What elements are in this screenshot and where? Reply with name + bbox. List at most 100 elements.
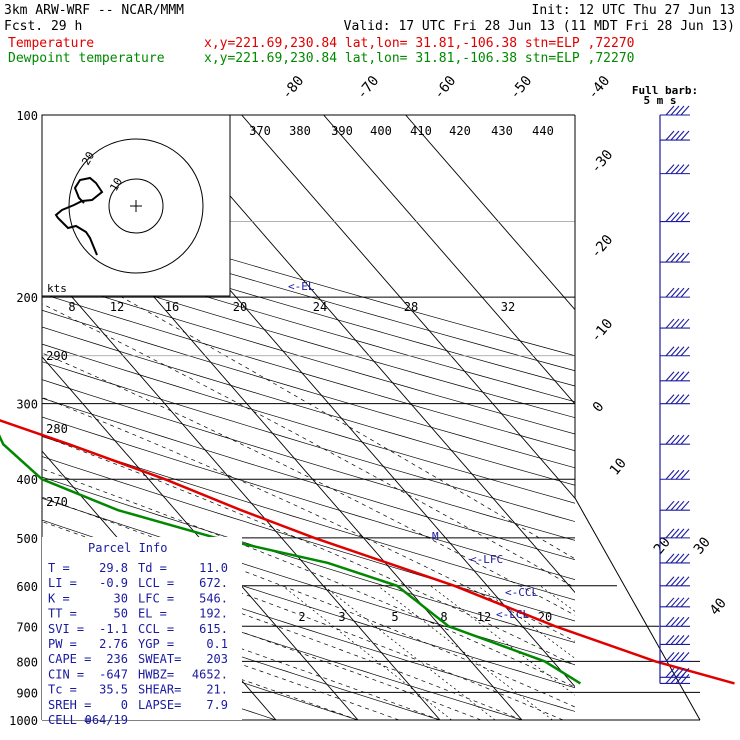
dry-adiabat-line [42, 436, 575, 601]
parcel-info-label: CAPE = [48, 652, 91, 666]
pressure-tick-label: 1000 [9, 714, 38, 728]
parcel-info-value: 21. [206, 683, 228, 697]
isotherm-line [241, 115, 575, 499]
isotherm-label: 0 [590, 399, 608, 416]
wind-barb [660, 287, 690, 298]
parcel-info-value: 236 [106, 652, 128, 666]
isotherm-label: -10 [588, 316, 617, 346]
pressure-tick-label: 300 [16, 398, 38, 412]
dry-adiabat-line [42, 416, 575, 580]
moist-adiabat-line [42, 609, 359, 720]
parcel-info-label: CIN = [48, 667, 84, 681]
lfc-marker: <-LFC [470, 553, 503, 566]
valid-time: Valid: 17 UTC Fri 28 Jun 13 (11 MDT Fri … [344, 19, 735, 34]
parcel-info-value: 29.8 [99, 561, 128, 575]
mixing-ratio-label-200: 24 [313, 300, 327, 314]
legend-temperature-info: x,y=221.69,230.84 lat,lon= 31.81,-106.38… [204, 36, 634, 51]
theta-label-top: 400 [370, 124, 392, 138]
parcel-info-label: K = [48, 591, 70, 605]
model-title: 3km ARW-WRF -- NCAR/MMM [4, 3, 184, 18]
moist-adiabat-line [121, 296, 575, 560]
theta-label-top: 430 [491, 124, 513, 138]
parcel-info-value: 615. [199, 622, 228, 636]
wind-barbs [659, 105, 690, 684]
parcel-info-value: 50 [114, 607, 128, 621]
isotherm-line [323, 115, 575, 405]
pressure-tick-label: 400 [16, 473, 38, 487]
mixing-ratio-label-200: 12 [110, 300, 124, 314]
parcel-info-value: 2.76 [99, 637, 128, 651]
mixing-ratio-label-200: 16 [165, 300, 179, 314]
parcel-info-label: TT = [48, 607, 77, 621]
hodograph-ring-10: 10 [107, 176, 125, 194]
wind-barb [660, 576, 690, 587]
mixing-ratio-line [377, 585, 553, 720]
legend-temperature: Temperature [8, 36, 94, 51]
theta-label-left: 290 [46, 349, 68, 363]
parcel-info-label: SVI = [48, 622, 84, 636]
pressure-tick-label: 700 [16, 620, 38, 634]
isotherm-label: -20 [588, 232, 617, 262]
isotherm-line [42, 356, 359, 720]
wind-key-title: Full barb: [632, 84, 698, 97]
init-time: Init: 12 UTC Thu 27 Jun 13 [532, 3, 736, 18]
isotherm-line [405, 115, 575, 311]
mixing-ratio-label-low: 3 [338, 610, 345, 624]
mixing-ratio-label-low: 8 [440, 610, 447, 624]
lcl-marker: <-LCL [496, 608, 529, 621]
theta-label-top: 410 [410, 124, 432, 138]
isotherm-line [159, 115, 575, 594]
parcel-info-label: T = [48, 561, 70, 575]
wind-barb [660, 371, 690, 382]
parcel-info-label: LI = [48, 576, 77, 590]
parcel-info-value: -0.9 [99, 576, 128, 590]
dry-adiabat-line [42, 476, 575, 643]
theta-label-left: 270 [46, 495, 68, 509]
ccl-marker: <-CCL [505, 586, 538, 599]
el-marker: <-EL [288, 280, 315, 293]
isotherm-label: -70 [354, 73, 383, 103]
parcel-info-value: 11.0 [199, 561, 228, 575]
parcel-info-box: Parcel Info T = 29.8 Td = 11.0 LI = -0.9 LCL =… [42, 537, 242, 727]
wind-barb [660, 394, 690, 405]
dewpoint-series [0, 434, 582, 685]
mixing-ratio-label-200: 8 [68, 300, 75, 314]
isotherm-label: -60 [431, 73, 460, 103]
parcel-info-value: 0 [121, 698, 128, 712]
pressure-tick-label: 900 [16, 686, 38, 700]
theta-label-top: 370 [249, 124, 271, 138]
wind-barb [660, 616, 690, 627]
wind-barb [660, 164, 690, 175]
mixing-ratio-label-200: 32 [501, 300, 515, 314]
hodograph-ring-20: 20 [79, 150, 97, 168]
wind-barb [660, 652, 690, 662]
legend-dewpoint: Dewpoint temperature [8, 51, 165, 66]
parcel-info-title: Parcel Info [88, 541, 167, 555]
parcel-info-label: Td = [138, 561, 167, 575]
moist-adiabat-line [42, 396, 575, 642]
dry-adiabat-line [42, 456, 575, 622]
mixing-ratio-line [282, 585, 452, 720]
right-boundary [574, 115, 701, 721]
parcel-info-label: HWBZ= [138, 667, 174, 681]
isotherm-label: -30 [588, 147, 617, 177]
parcel-info-value: 064/19 [85, 713, 128, 727]
theta-label-top: 390 [331, 124, 353, 138]
hodograph: 10 20 kts [41, 114, 231, 297]
hodograph-units: kts [47, 282, 67, 295]
mixing-ratio-label-200: 28 [404, 300, 418, 314]
wind-key-value: 5 m s [643, 94, 676, 107]
mixing-ratio-label-low: 2 [298, 610, 305, 624]
isotherm-line [42, 261, 441, 720]
pressure-tick-label: 500 [16, 532, 38, 546]
mixing-ratio-label-low: 12 [477, 610, 491, 624]
moist-adiabat-line [42, 521, 564, 720]
parcel-info-value: 192. [199, 607, 228, 621]
wind-barb [660, 434, 690, 445]
wind-barb [660, 597, 690, 608]
isotherm-label: 10 [607, 455, 630, 478]
temperature-series [0, 419, 735, 685]
wind-barb [660, 318, 690, 329]
parcel-info-label: CCL = [138, 622, 174, 636]
